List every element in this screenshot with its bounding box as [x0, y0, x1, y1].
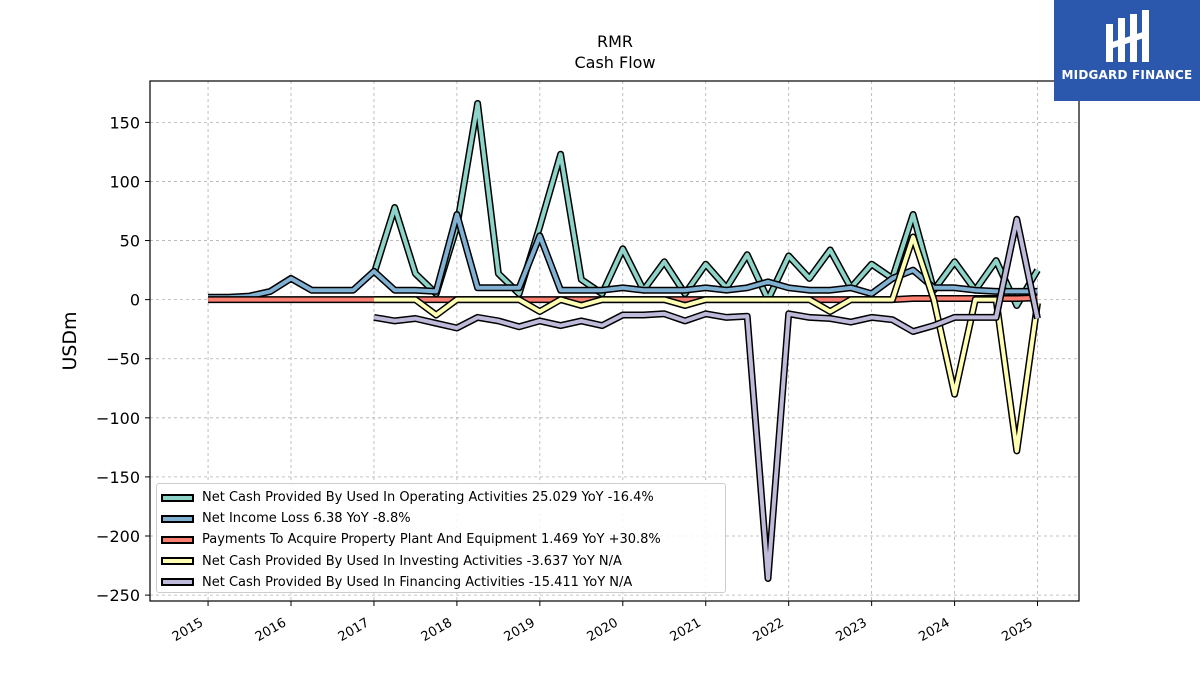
- legend-swatch-financing: [161, 578, 194, 587]
- legend: Net Cash Provided By Used In Operating A…: [156, 483, 726, 593]
- x-tick-label: 2025: [999, 615, 1035, 645]
- y-tick-label: −100: [96, 409, 140, 428]
- series-net-cash-provided-by-used-in-investing-activities: [374, 233, 1041, 455]
- x-tick-label: 2024: [916, 615, 952, 645]
- chart-subtitle: Cash Flow: [574, 53, 655, 72]
- x-tick-label: 2015: [170, 615, 206, 645]
- legend-item-capex: Payments To Acquire Property Plant And E…: [161, 529, 719, 550]
- legend-item-financing: Net Cash Provided By Used In Financing A…: [161, 572, 719, 593]
- x-tick-label: 2018: [419, 615, 455, 645]
- x-tick-label: 2019: [502, 615, 538, 645]
- legend-item-operating: Net Cash Provided By Used In Operating A…: [161, 487, 719, 508]
- x-axis: 2015 2016 2017 2018 2019 2020 2021 2022 2023 2024…: [170, 601, 1039, 645]
- legend-swatch-investing: [161, 557, 194, 566]
- y-tick-label: 0: [130, 291, 140, 310]
- legend-swatch-net-income: [161, 514, 194, 523]
- legend-item-investing: Net Cash Provided By Used In Investing A…: [161, 551, 719, 572]
- legend-label-financing: Net Cash Provided By Used In Financing A…: [202, 574, 633, 590]
- y-axis-label: USDm: [59, 311, 81, 370]
- series-net-cash-provided-by-used-in-financing-activities: [373, 215, 1041, 582]
- y-tick-label: −200: [96, 527, 140, 546]
- series-line: [372, 101, 1040, 308]
- y-tick-label: −150: [96, 468, 140, 487]
- legend-swatch-capex: [161, 535, 194, 544]
- y-tick-label: −250: [96, 586, 140, 605]
- legend-label-operating: Net Cash Provided By Used In Operating A…: [202, 490, 654, 506]
- y-tick-label: 100: [109, 172, 140, 191]
- legend-label-net-income: Net Income Loss 6.38 YoY -8.8%: [202, 511, 411, 527]
- x-tick-label: 2021: [668, 615, 704, 645]
- x-tick-label: 2016: [253, 615, 289, 645]
- series-line: [374, 235, 1040, 453]
- legend-swatch-operating: [161, 493, 194, 502]
- plot-frame: [149, 80, 1080, 602]
- x-tick-label: 2022: [751, 615, 787, 645]
- series-net-cash-provided-by-used-in-operating-activities: [370, 100, 1041, 309]
- legend-label-investing: Net Cash Provided By Used In Investing A…: [202, 553, 622, 569]
- logo-text: MIDGARD FINANCE: [1061, 68, 1193, 82]
- x-tick-label: 2023: [833, 615, 869, 645]
- legend-item-net-income: Net Income Loss 6.38 YoY -8.8%: [161, 508, 719, 529]
- chart-title: RMR: [597, 32, 633, 51]
- brand-logo: MIDGARD FINANCE: [1054, 0, 1200, 101]
- series-line: [373, 217, 1040, 581]
- x-tick-label: 2017: [336, 615, 372, 645]
- x-tick-label: 2020: [585, 615, 621, 645]
- series-lines: [208, 100, 1041, 582]
- y-tick-label: −50: [106, 350, 140, 369]
- legend-label-capex: Payments To Acquire Property Plant And E…: [202, 532, 661, 548]
- logo-mark-icon: [1106, 10, 1149, 62]
- y-tick-label: 50: [120, 232, 140, 251]
- y-tick-label: 150: [109, 113, 140, 132]
- y-axis: 150 100 50 0 −50 −100 −150 −200 −250: [96, 113, 150, 605]
